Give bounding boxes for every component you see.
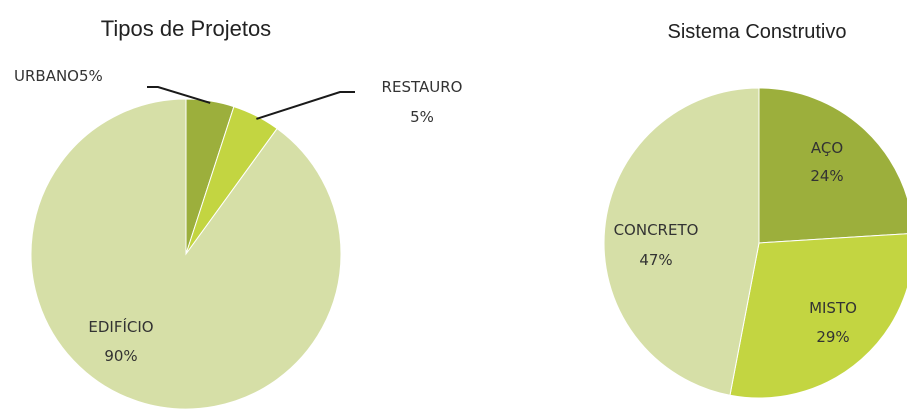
slice-label-aco: AÇO (811, 139, 843, 157)
slice-value-edificio: 90% (104, 347, 137, 365)
slice-value-concreto-text: 47% (639, 251, 672, 269)
slice-value-restauro: 5% (410, 108, 434, 126)
pie-slice-concreto (603, 87, 760, 396)
pie-labels-sistema-construtivo: AÇO 24% MISTO 29% CONCRETO 47% (614, 139, 857, 346)
slice-label-urbano-name: URBANO (14, 67, 79, 85)
slice-label-concreto-name: CONCRETO (614, 221, 699, 239)
slice-label-aco-name: AÇO (811, 139, 843, 157)
slice-label-urbano-value: 5% (79, 67, 103, 85)
pie-leader-lines-tipos-de-projetos (147, 86, 355, 120)
chart-title-sistema-construtivo: Sistema Construtivo (668, 21, 847, 43)
slice-label-urbano: URBANO5% (14, 67, 103, 85)
pie-slices-tipos-de-projetos (30, 98, 342, 410)
pie-slice-edificio (30, 98, 342, 410)
pie-chart-tipos-de-projetos: Tipos de Projetos URBANO5% RESTAURO 5% E… (14, 16, 462, 410)
pie-slices-sistema-construtivo (603, 87, 907, 399)
slice-label-restauro-name: RESTAURO (382, 78, 463, 96)
pie-chart-sistema-construtivo: Sistema Construtivo AÇO 24% MISTO 29% CO… (603, 21, 907, 399)
leader-line-urbano (147, 86, 211, 104)
slice-value-misto-text: 29% (816, 328, 849, 346)
slice-label-misto: MISTO (809, 299, 857, 317)
slice-value-concreto: 47% (639, 251, 672, 269)
chart-title-tipos-de-projetos: Tipos de Projetos (101, 16, 271, 41)
slice-label-misto-name: MISTO (809, 299, 857, 317)
slice-value-restauro-text: 5% (410, 108, 434, 126)
pie-labels-tipos-de-projetos: URBANO5% RESTAURO 5% EDIFÍCIO 90% (14, 67, 462, 365)
slice-value-misto: 29% (816, 328, 849, 346)
slice-value-edificio-text: 90% (104, 347, 137, 365)
slice-value-aco: 24% (810, 167, 843, 185)
slice-label-restauro: RESTAURO (382, 78, 463, 96)
slice-label-edificio-name: EDIFÍCIO (88, 317, 153, 336)
slice-label-edificio: EDIFÍCIO (88, 317, 153, 336)
pie-slice-aco (758, 87, 907, 244)
slice-label-concreto: CONCRETO (614, 221, 699, 239)
slice-value-aco-text: 24% (810, 167, 843, 185)
pie-slice-misto (729, 233, 907, 399)
leader-line-restauro (256, 91, 355, 120)
